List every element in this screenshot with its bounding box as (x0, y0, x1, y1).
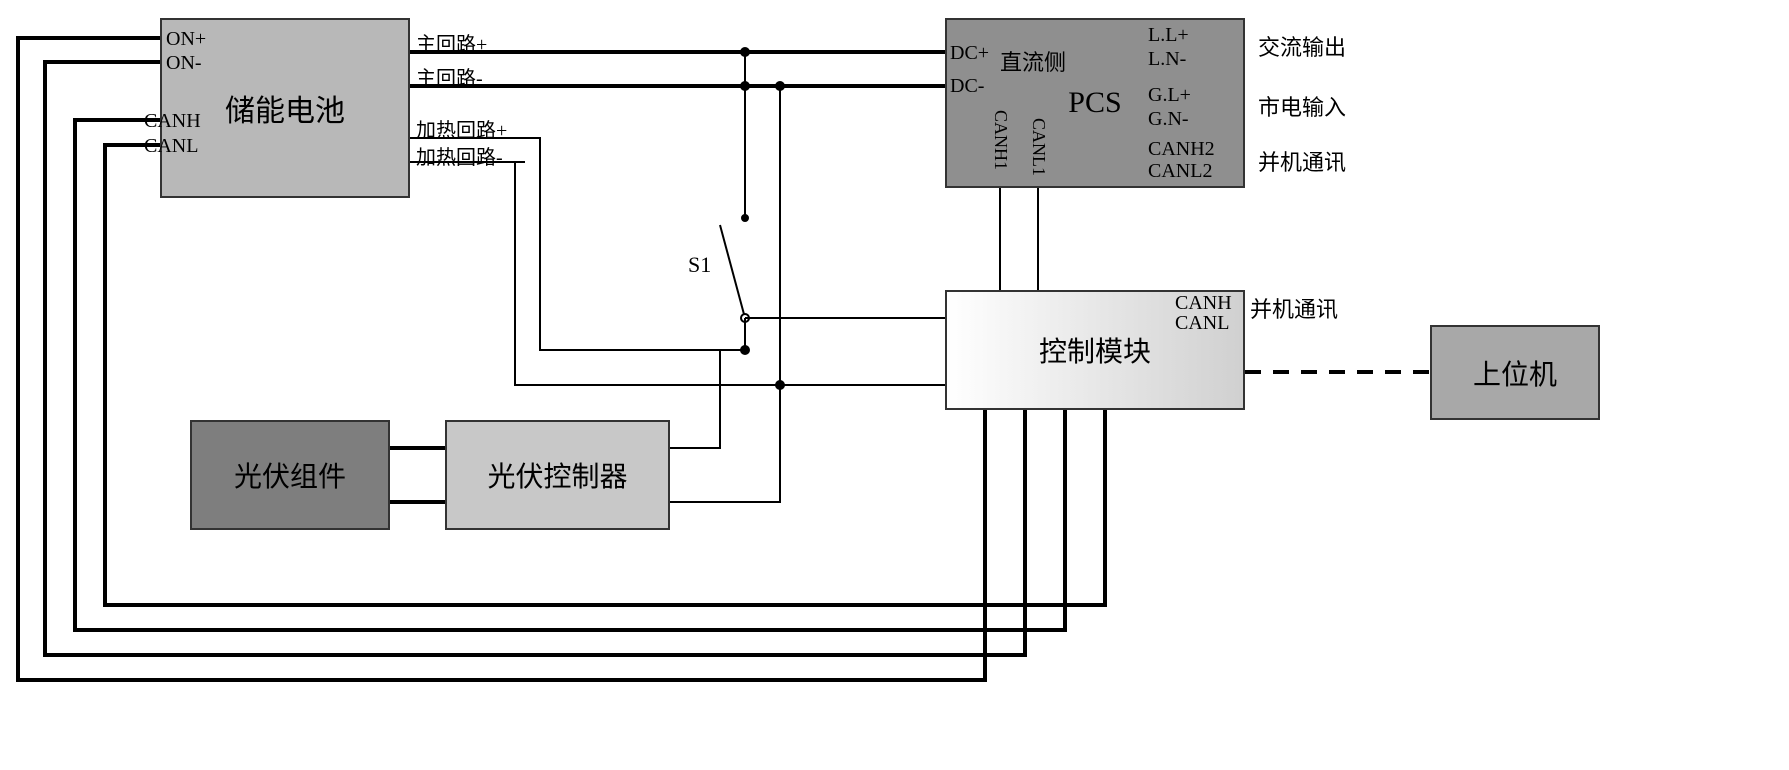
control-ext-parallel: 并机通讯 (1250, 292, 1338, 324)
battery-pin-onm: ON- (166, 52, 202, 75)
pcs-pin-lnm: L.N- (1148, 48, 1186, 71)
pcs-pin-gnm: G.N- (1148, 108, 1189, 131)
pcs-dc-side-label: 直流侧 (1000, 45, 1066, 77)
pcs-pin-canl2: CANL2 (1148, 160, 1212, 183)
control-title: 控制模块 (1039, 330, 1151, 370)
battery-title: 储能电池 (225, 86, 345, 130)
control-pin-canl: CANL (1175, 312, 1229, 335)
battery-pin-mainm: 主回路- (416, 62, 483, 91)
host-block: 上位机 (1430, 325, 1600, 420)
pv-module-title: 光伏组件 (234, 455, 346, 495)
battery-pin-canh: CANH (144, 110, 201, 133)
host-title: 上位机 (1473, 353, 1557, 393)
pcs-pin-dcp: DC+ (950, 42, 989, 65)
pcs-pin-canh2: CANH2 (1148, 138, 1215, 161)
pcs-ext-acout: 交流输出 (1258, 30, 1346, 62)
pv-ctrl-block: 光伏控制器 (445, 420, 670, 530)
pcs-pin-llp: L.L+ (1148, 24, 1189, 47)
pv-ctrl-title: 光伏控制器 (487, 455, 627, 495)
pcs-pin-glp: G.L+ (1148, 84, 1191, 107)
battery-pin-onp: ON+ (166, 28, 206, 51)
battery-pin-heatm: 加热回路- (416, 141, 503, 170)
pv-module-block: 光伏组件 (190, 420, 390, 530)
pcs-pin-dcm: DC- (950, 75, 984, 98)
switch-s1-label: S1 (688, 252, 711, 278)
battery-pin-mainp: 主回路+ (416, 28, 487, 57)
pcs-title: PCS (1068, 86, 1121, 120)
battery-pin-canl: CANL (144, 135, 198, 158)
pcs-pin-canh1: CANH1 (990, 110, 1011, 170)
pcs-ext-gridin: 市电输入 (1258, 90, 1346, 122)
pcs-pin-canl1: CANL1 (1028, 118, 1049, 176)
pcs-ext-parallel: 并机通讯 (1258, 145, 1346, 177)
battery-pin-heatp: 加热回路+ (416, 114, 507, 143)
